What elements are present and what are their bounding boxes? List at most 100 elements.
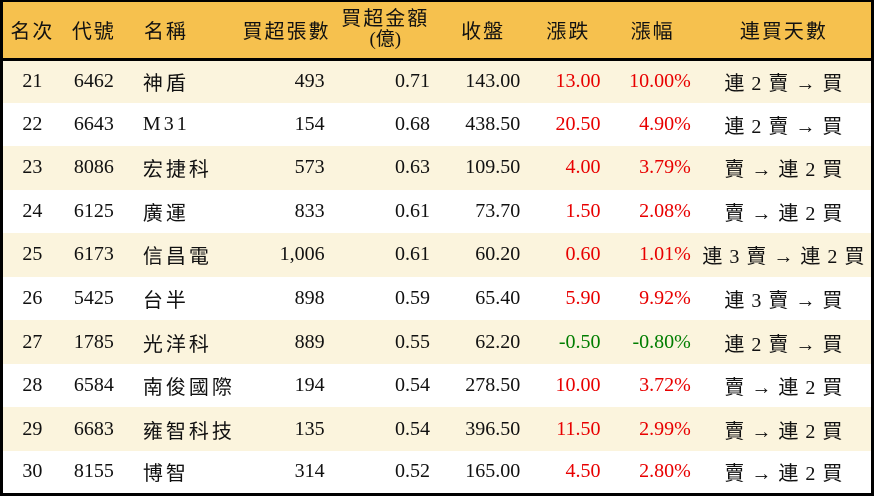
cell-pct: -0.80% (632, 330, 691, 353)
table-body: 21 6462 神盾 493 0.71 143.00 13.00 10.00% … (1, 59, 873, 495)
table-row: 22 6643 M31 154 0.68 438.50 20.50 4.90% … (2, 103, 873, 147)
cell-volume: 889 (294, 330, 325, 353)
table-row: 29 6683 雍智科技 135 0.54 396.50 11.50 2.99%… (1, 407, 873, 451)
cell-volume: 135 (294, 417, 325, 440)
cell-name: 博智 (142, 463, 189, 486)
table-row: 25 6173 信昌電 1,006 0.61 60.20 0.60 1.01% … (1, 233, 873, 277)
cell-streak: 連 2 賣 → 買 (724, 333, 844, 356)
cell-code: 6643 (73, 112, 114, 135)
cell-rank: 29 (22, 417, 43, 440)
cell-streak: 連 2 賣 → 買 (724, 115, 844, 138)
cell-code: 8086 (73, 156, 114, 179)
cell-streak: 賣 → 連 2 買 (724, 159, 844, 182)
cell-rank: 28 (22, 374, 43, 397)
cell-rank: 25 (22, 243, 43, 266)
col-header-streak: 連買天數 (696, 1, 873, 61)
cell-code: 6462 (73, 70, 114, 93)
cell-close: 438.50 (465, 112, 521, 135)
cell-amount: 0.68 (394, 112, 430, 135)
cell-close: 62.20 (475, 330, 521, 353)
cell-amount: 0.61 (394, 243, 430, 266)
cell-pct: 4.90% (639, 112, 691, 135)
cell-name: 雍智科技 (142, 420, 235, 443)
cell-volume: 194 (294, 374, 325, 397)
col-header-amount-unit: (億) (369, 29, 402, 51)
cell-pct: 9.92% (639, 287, 691, 309)
col-header-amount-main: 買超金額 (341, 8, 430, 31)
cell-close: 143.00 (465, 70, 521, 93)
cell-pct: 2.80% (639, 460, 691, 483)
cell-streak: 賣 → 連 2 買 (724, 377, 844, 400)
cell-close: 73.70 (475, 199, 521, 222)
cell-streak: 連 2 賣 → 買 (724, 73, 844, 96)
cell-change: 1.50 (565, 199, 601, 222)
col-header-amount: 買超金額 (億) (332, 1, 438, 61)
cell-amount: 0.54 (394, 374, 430, 397)
cell-streak: 賣 → 連 2 買 (724, 202, 844, 225)
col-header-change: 漲跌 (528, 1, 609, 61)
cell-pct: 1.01% (639, 243, 691, 266)
table-row: 23 8086 宏捷科 573 0.63 109.50 4.00 3.79% 賣… (1, 146, 873, 190)
cell-rank: 30 (22, 460, 43, 483)
cell-streak: 賣 → 連 2 買 (724, 420, 844, 443)
cell-code: 5425 (73, 287, 114, 309)
cell-streak: 連 3 賣 → 買 (724, 290, 844, 312)
col-header-code: 代號 (61, 1, 126, 61)
cell-change: 5.90 (565, 287, 601, 309)
cell-rank: 22 (22, 112, 43, 135)
col-header-volume: 買超張數 (240, 1, 333, 61)
cell-amount: 0.52 (394, 460, 430, 483)
table-header: 名次 代號 名稱 買超張數 買超金額 (億) 收盤 漲跌 漲幅 連買天數 (1, 1, 873, 61)
cell-name: 廣運 (142, 202, 189, 225)
cell-close: 60.20 (475, 243, 521, 266)
cell-name: 信昌電 (142, 246, 212, 269)
table-row: 24 6125 廣運 833 0.61 73.70 1.50 2.08% 賣 →… (2, 190, 873, 234)
cell-rank: 21 (22, 70, 43, 93)
cell-rank: 26 (22, 287, 43, 309)
table-row: 30 8155 博智 314 0.52 165.00 4.50 2.80% 賣 … (2, 451, 873, 495)
cell-code: 6125 (73, 199, 114, 222)
cell-amount: 0.71 (394, 70, 430, 93)
header-row: 名次 代號 名稱 買超張數 買超金額 (億) 收盤 漲跌 漲幅 連買天數 (1, 1, 873, 61)
cell-name: 神盾 (142, 73, 189, 96)
cell-amount: 0.54 (394, 417, 430, 440)
cell-pct: 3.79% (639, 156, 691, 179)
cell-volume: 493 (294, 70, 325, 93)
cell-name: M31 (142, 112, 190, 135)
table-row: 27 1785 光洋科 889 0.55 62.20 -0.50 -0.80% … (1, 320, 873, 364)
cell-change: 20.50 (555, 112, 601, 135)
cell-pct: 2.08% (639, 199, 691, 222)
cell-change: 4.00 (565, 156, 601, 179)
cell-pct: 2.99% (639, 417, 691, 440)
cell-close: 396.50 (465, 417, 521, 440)
cell-name: 光洋科 (142, 333, 212, 356)
col-header-close: 收盤 (437, 1, 529, 61)
cell-name: 宏捷科 (142, 159, 212, 182)
cell-change: 0.60 (565, 243, 601, 266)
cell-rank: 24 (22, 199, 43, 222)
cell-rank: 23 (22, 156, 43, 179)
cell-code: 6584 (73, 374, 114, 397)
col-header-rank: 名次 (1, 1, 62, 61)
cell-code: 6173 (73, 243, 114, 266)
cell-change: 11.50 (556, 417, 601, 440)
cell-volume: 314 (294, 460, 325, 483)
cell-pct: 10.00% (629, 70, 691, 93)
cell-amount: 0.61 (394, 199, 430, 222)
cell-pct: 3.72% (639, 374, 691, 397)
cell-volume: 154 (294, 112, 325, 135)
cell-code: 1785 (73, 330, 114, 353)
cell-amount: 0.59 (394, 287, 430, 309)
cell-code: 8155 (73, 460, 114, 483)
cell-volume: 1,006 (279, 243, 325, 266)
cell-volume: 833 (294, 199, 325, 222)
cell-streak: 連 3 賣 → 連 2 買 (702, 246, 866, 269)
cell-change: 10.00 (555, 374, 601, 397)
cell-streak: 賣 → 連 2 買 (724, 463, 844, 486)
cell-change: 4.50 (565, 460, 601, 483)
cell-rank: 27 (22, 330, 43, 353)
cell-close: 109.50 (465, 156, 521, 179)
cell-change: 13.00 (555, 70, 601, 93)
cell-amount: 0.63 (394, 156, 430, 179)
